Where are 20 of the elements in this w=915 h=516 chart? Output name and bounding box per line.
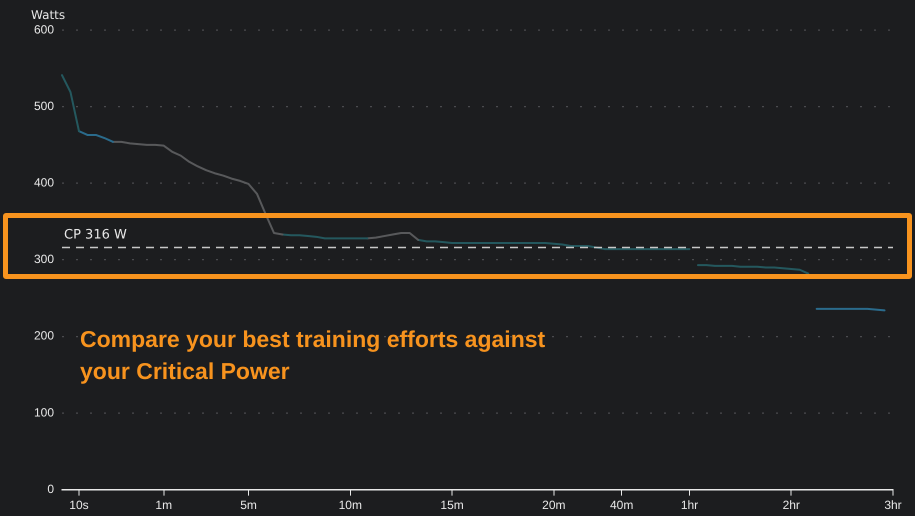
x-tick-label: 1hr: [680, 498, 698, 512]
y-tick-label: 400: [34, 176, 54, 190]
y-tick-label: 100: [34, 405, 54, 420]
annotation: Compare your best training efforts against your Critical Power: [80, 325, 546, 386]
x-tick-label: 5m: [240, 498, 257, 512]
x-tick-label: 15m: [440, 498, 464, 512]
y-tick-label: 500: [34, 98, 54, 113]
y-axis-title: Watts: [31, 8, 66, 22]
y-tick-label: 600: [34, 22, 54, 36]
x-tick-label: 20m: [542, 498, 566, 512]
x-tick-label: 10s: [69, 498, 89, 512]
y-tick-label: 0: [47, 482, 54, 496]
y-tick-label: 200: [34, 328, 54, 343]
y-tick-label: 300: [34, 252, 54, 266]
x-tick-label: 10m: [338, 498, 362, 512]
x-tick-label: 3hr: [884, 498, 902, 512]
x-tick-label: 1m: [155, 498, 172, 512]
ref-line-label: CP 316 W: [64, 227, 127, 242]
x-tick-label: 2hr: [782, 498, 800, 512]
x-tick-label: 40m: [610, 498, 634, 512]
